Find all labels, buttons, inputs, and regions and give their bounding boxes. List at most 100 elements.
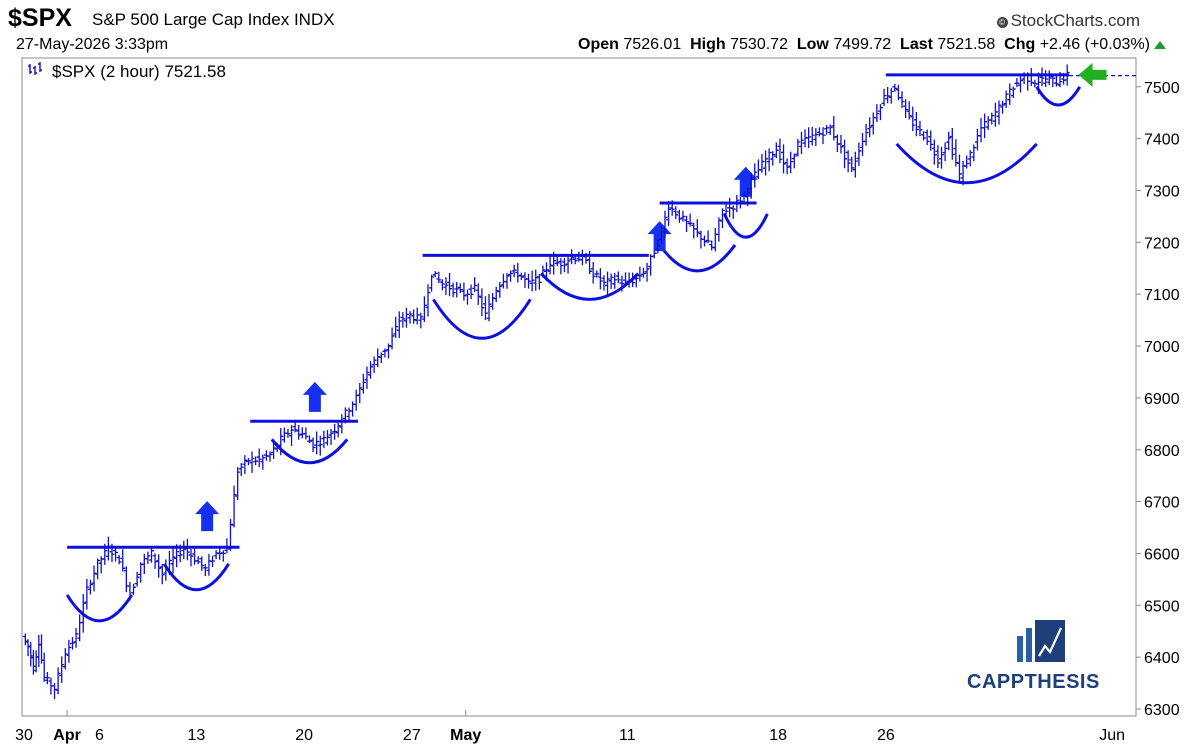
price-bar	[867, 117, 873, 138]
price-bar	[554, 255, 560, 267]
price-bar	[199, 556, 205, 571]
price-bar	[378, 352, 384, 363]
price-bar	[504, 273, 510, 289]
quote-datetime: 27-May-2026 3:33pm	[16, 36, 169, 53]
price-bar	[522, 272, 528, 288]
price-bar	[36, 634, 42, 668]
price-bar	[84, 578, 90, 610]
price-bar	[763, 150, 769, 176]
price-bar	[335, 422, 341, 438]
chart-header: $SPX S&P 500 Large Cap Index INDX © Stock…	[8, 3, 1192, 33]
price-bar	[263, 450, 269, 461]
price-bar	[551, 251, 557, 275]
price-bar	[1064, 64, 1070, 86]
price-bar	[597, 268, 603, 290]
price-bar	[414, 307, 420, 325]
price-bar	[691, 222, 697, 239]
price-bar	[447, 272, 453, 297]
price-bar	[547, 256, 553, 275]
price-bar	[734, 195, 740, 212]
open-label: Open	[578, 36, 619, 53]
price-bar	[127, 582, 133, 601]
price-bar	[403, 307, 409, 328]
price-bar	[842, 139, 848, 169]
price-bar	[633, 275, 639, 288]
price-bar	[508, 270, 514, 282]
price-bar	[91, 565, 97, 592]
price-bar	[217, 548, 223, 560]
credit-link[interactable]: © StockCharts.com	[996, 11, 1140, 31]
exchange-text: INDX	[293, 10, 335, 29]
price-bar	[314, 431, 320, 455]
price-bar	[303, 427, 309, 440]
price-bar	[429, 274, 435, 292]
price-bar	[967, 150, 973, 167]
price-bar	[852, 151, 858, 178]
watermark-text: CAPPTHESIS	[967, 671, 1100, 693]
price-bar	[475, 283, 481, 306]
price-bar	[705, 230, 711, 244]
base-arc	[162, 563, 230, 592]
price-bar	[188, 549, 194, 567]
price-bar	[1035, 72, 1041, 94]
price-bar	[350, 401, 356, 417]
price-bar	[321, 430, 327, 449]
price-bar	[788, 151, 794, 174]
price-bar	[393, 316, 399, 338]
price-bar	[892, 83, 898, 92]
price-bar	[490, 292, 496, 310]
price-bar	[1025, 72, 1031, 91]
x-tick-label: 6	[95, 727, 104, 744]
price-bar	[231, 485, 237, 528]
price-bar	[702, 235, 708, 247]
price-bar	[73, 628, 79, 648]
price-bar	[931, 139, 937, 165]
price-bar	[964, 155, 970, 169]
price-bar	[737, 197, 743, 209]
price-bar	[766, 148, 772, 172]
price-bar	[1018, 75, 1024, 93]
price-bar	[52, 683, 58, 700]
price-bar	[533, 269, 539, 291]
price-bar	[874, 104, 880, 122]
base-arc	[270, 438, 349, 465]
price-bar	[166, 551, 172, 575]
price-bar	[145, 551, 151, 564]
price-bar	[116, 554, 122, 565]
price-bar	[195, 556, 201, 565]
price-bar	[806, 127, 812, 149]
price-bar	[745, 188, 751, 207]
price-bar	[156, 554, 162, 578]
price-bar	[946, 131, 952, 151]
price-bar	[666, 200, 672, 226]
price-bar	[838, 134, 844, 154]
base-arc	[658, 244, 737, 273]
price-bar	[227, 519, 233, 552]
price-bar	[956, 154, 962, 184]
y-tick-label: 7400	[1144, 132, 1180, 149]
price-bar	[55, 667, 61, 695]
price-bar	[364, 366, 370, 390]
price-bar	[296, 424, 302, 440]
price-bar	[910, 106, 916, 132]
y-tick-label: 6900	[1144, 391, 1180, 408]
price-bar	[673, 206, 679, 220]
price-bar	[856, 142, 862, 167]
price-bar	[989, 112, 995, 125]
price-bar	[310, 437, 316, 453]
chg-label: Chg	[1004, 36, 1036, 53]
y-tick-label: 6600	[1144, 546, 1180, 563]
price-bar	[1053, 74, 1059, 87]
price-bar	[716, 217, 722, 242]
base-arc	[1035, 86, 1082, 107]
price-bar	[332, 423, 338, 440]
legend-label: $SPX (2 hour) 7521.58	[52, 62, 226, 81]
price-bar	[432, 271, 438, 278]
price-bar	[630, 272, 636, 288]
price-bar	[1000, 100, 1006, 114]
price-bar	[134, 571, 140, 587]
y-tick-label: 7500	[1144, 80, 1180, 97]
credit-text: StockCharts.com	[1010, 11, 1140, 30]
price-bar	[605, 271, 611, 296]
